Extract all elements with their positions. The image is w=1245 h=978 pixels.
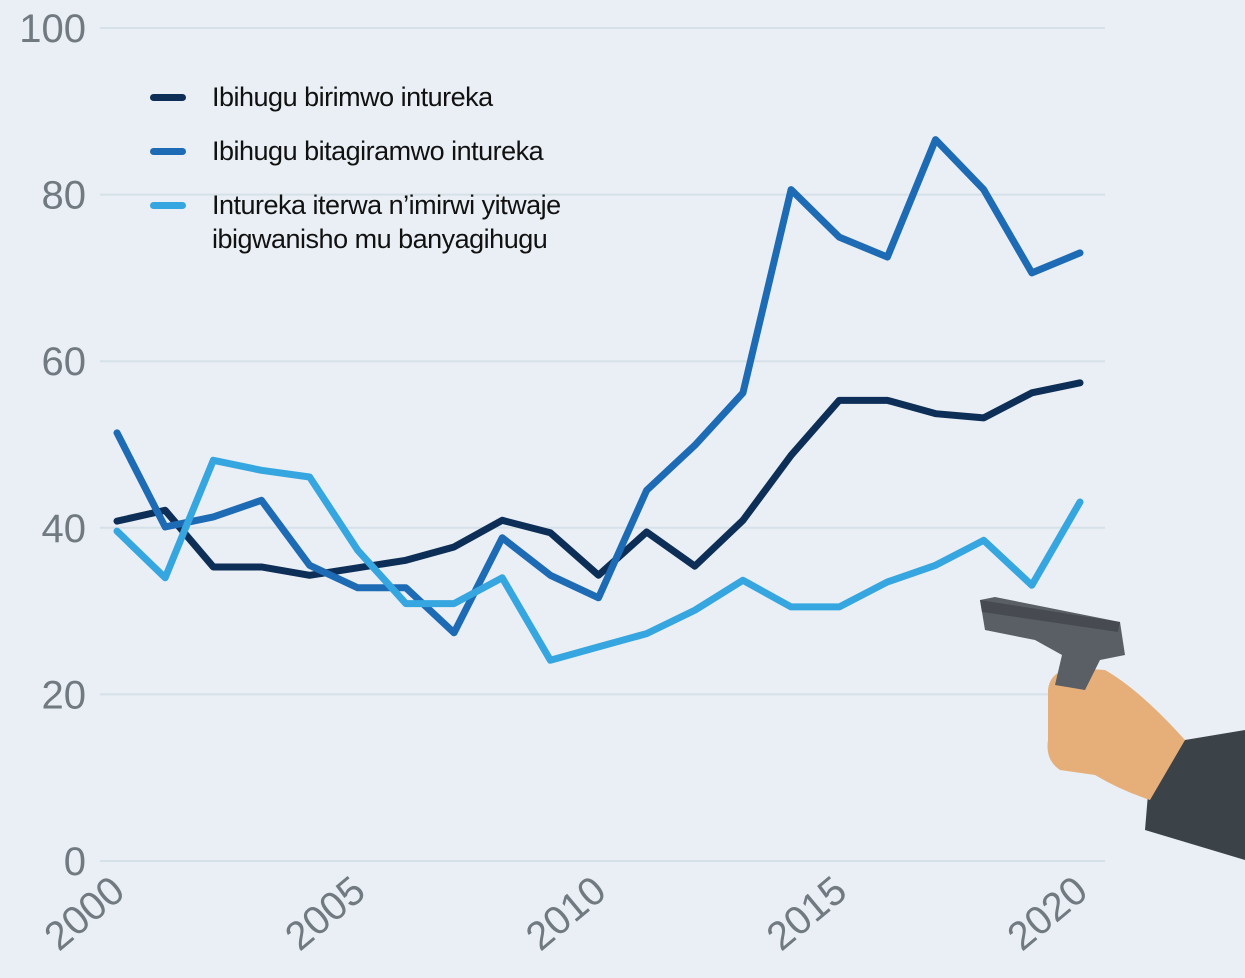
x-tick-label: 2005: [277, 868, 373, 959]
y-tick-label: 60: [42, 340, 87, 384]
y-tick-label: 20: [42, 673, 87, 717]
legend-item: Ibihugu birimwo intureka: [150, 80, 642, 114]
legend-swatch: [150, 202, 186, 209]
x-tick-label: 2020: [999, 868, 1095, 959]
legend: Ibihugu birimwo intureka Ibihugu bitagira…: [150, 80, 642, 276]
legend-item: Intureka iterwa n’imirwi yitwaje ibigwan…: [150, 188, 642, 256]
legend-label: Ibihugu birimwo intureka: [212, 80, 642, 114]
gun-illustration: [980, 597, 1245, 860]
x-tick-label: 2015: [759, 868, 855, 959]
page: {"chart_data": {"type": "line", "x": [20…: [0, 0, 1245, 978]
y-tick-label: 80: [42, 174, 87, 218]
y-tick-label: 40: [42, 507, 87, 551]
x-tick-label: 2010: [518, 868, 614, 959]
legend-swatch: [150, 94, 186, 101]
legend-label: Ibihugu bitagiramwo intureka: [212, 134, 642, 168]
series-line: [117, 383, 1080, 575]
legend-label: Intureka iterwa n’imirwi yitwaje ibigwan…: [212, 188, 642, 256]
series-line: [117, 460, 1080, 660]
y-tick-label: 0: [64, 840, 86, 884]
y-tick-label: 100: [19, 7, 86, 51]
legend-item: Ibihugu bitagiramwo intureka: [150, 134, 642, 168]
legend-swatch: [150, 148, 186, 155]
